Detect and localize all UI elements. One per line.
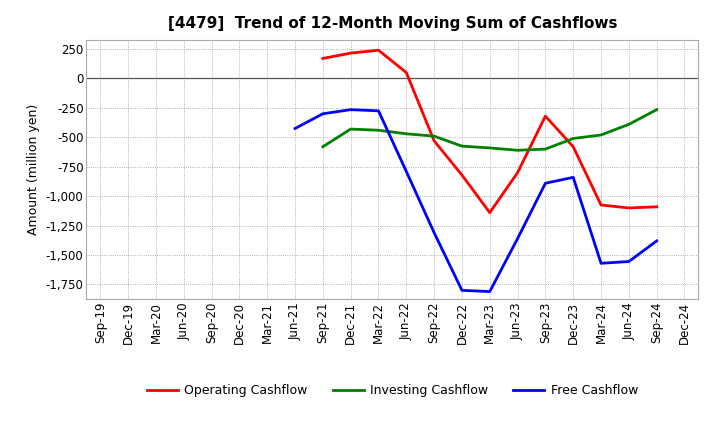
Investing Cashflow xyxy=(346,126,355,132)
Investing Cashflow xyxy=(652,107,661,112)
Line: Investing Cashflow: Investing Cashflow xyxy=(323,110,657,150)
Free Cashflow xyxy=(458,288,467,293)
Free Cashflow xyxy=(541,180,550,186)
Operating Cashflow xyxy=(652,204,661,209)
Free Cashflow xyxy=(374,108,383,114)
Investing Cashflow xyxy=(541,147,550,152)
Investing Cashflow xyxy=(430,133,438,139)
Investing Cashflow xyxy=(374,128,383,133)
Investing Cashflow xyxy=(597,132,606,138)
Free Cashflow xyxy=(569,175,577,180)
Free Cashflow xyxy=(430,230,438,235)
Operating Cashflow xyxy=(569,144,577,149)
Investing Cashflow xyxy=(458,143,467,149)
Operating Cashflow xyxy=(318,56,327,61)
Free Cashflow xyxy=(318,111,327,117)
Investing Cashflow xyxy=(318,144,327,149)
Investing Cashflow xyxy=(569,136,577,141)
Investing Cashflow xyxy=(624,122,633,127)
Operating Cashflow xyxy=(541,114,550,119)
Investing Cashflow xyxy=(485,145,494,150)
Line: Free Cashflow: Free Cashflow xyxy=(295,110,657,292)
Free Cashflow xyxy=(402,169,410,174)
Investing Cashflow xyxy=(513,148,522,153)
Title: [4479]  Trend of 12-Month Moving Sum of Cashflows: [4479] Trend of 12-Month Moving Sum of C… xyxy=(168,16,617,32)
Investing Cashflow xyxy=(402,131,410,136)
Legend: Operating Cashflow, Investing Cashflow, Free Cashflow: Operating Cashflow, Investing Cashflow, … xyxy=(142,379,643,402)
Operating Cashflow xyxy=(597,202,606,208)
Operating Cashflow xyxy=(458,172,467,178)
Free Cashflow xyxy=(652,238,661,244)
Free Cashflow xyxy=(485,289,494,294)
Operating Cashflow xyxy=(624,205,633,211)
Y-axis label: Amount (million yen): Amount (million yen) xyxy=(27,104,40,235)
Free Cashflow xyxy=(513,236,522,241)
Free Cashflow xyxy=(597,260,606,266)
Operating Cashflow xyxy=(346,51,355,56)
Line: Operating Cashflow: Operating Cashflow xyxy=(323,50,657,213)
Operating Cashflow xyxy=(374,48,383,53)
Operating Cashflow xyxy=(513,170,522,175)
Free Cashflow xyxy=(291,126,300,131)
Free Cashflow xyxy=(346,107,355,112)
Free Cashflow xyxy=(624,259,633,264)
Operating Cashflow xyxy=(402,70,410,75)
Operating Cashflow xyxy=(485,210,494,215)
Operating Cashflow xyxy=(430,138,438,143)
